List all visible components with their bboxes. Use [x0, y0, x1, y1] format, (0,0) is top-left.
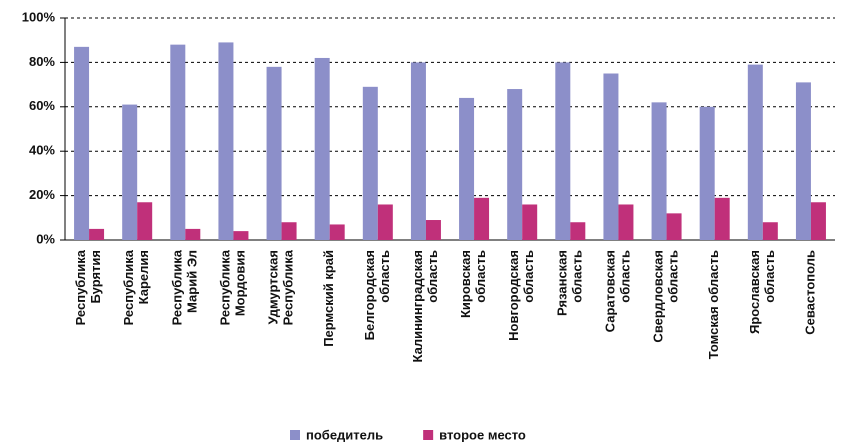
- legend-swatch: [290, 430, 300, 440]
- bar: [314, 57, 330, 241]
- legend-label: победитель: [306, 427, 383, 442]
- x-tick-label: Новгородская: [506, 250, 521, 341]
- x-tick-label: область: [762, 250, 777, 303]
- x-tick-label: Республика: [73, 249, 88, 325]
- x-tick-label: Рязанская: [554, 250, 569, 316]
- bar: [522, 204, 538, 240]
- bar: [474, 197, 490, 240]
- bar: [218, 42, 234, 240]
- bar: [618, 204, 634, 240]
- x-tick-label: Удмуртская: [266, 250, 281, 325]
- bar: [795, 82, 811, 240]
- y-tick-label: 0%: [36, 231, 55, 246]
- x-tick-label: Севастополь: [802, 250, 817, 335]
- x-tick-label: Белгородская: [362, 250, 377, 340]
- y-tick-label: 20%: [29, 187, 55, 202]
- x-tick-label: Республика: [169, 249, 184, 325]
- bar: [137, 202, 153, 240]
- bar: [233, 231, 249, 240]
- bar: [747, 64, 763, 241]
- x-tick-label: Свердловская: [651, 250, 666, 343]
- x-tick-label: Бурятия: [88, 250, 103, 304]
- bar: [459, 97, 475, 240]
- x-tick-label: Мордовия: [232, 250, 247, 316]
- y-tick-label: 100%: [22, 9, 56, 24]
- bar: [410, 62, 426, 241]
- bar: [666, 213, 682, 240]
- bar: [170, 44, 186, 240]
- x-tick-label: область: [666, 250, 681, 303]
- bar: [651, 102, 667, 240]
- x-tick-label: область: [617, 250, 632, 303]
- x-tick-label: область: [473, 250, 488, 303]
- bar: [507, 89, 523, 240]
- bar: [762, 222, 778, 240]
- x-tick-label: область: [425, 250, 440, 303]
- bar: [281, 222, 297, 240]
- x-tick-label: Карелия: [136, 250, 151, 304]
- bar: [377, 204, 393, 240]
- bar: [555, 62, 571, 241]
- x-tick-label: Республика: [121, 249, 136, 325]
- x-tick-label: Пермский край: [321, 250, 336, 347]
- x-tick-label: Кировская: [458, 250, 473, 318]
- bar: [122, 104, 138, 240]
- x-tick-label: Ярославская: [747, 250, 762, 334]
- x-tick-label: Республика: [281, 249, 296, 325]
- x-tick-label: область: [521, 250, 536, 303]
- bar: [425, 220, 441, 240]
- legend-label: второе место: [439, 427, 526, 442]
- y-tick-label: 80%: [29, 54, 55, 69]
- x-tick-label: область: [569, 250, 584, 303]
- x-tick-label: область: [377, 250, 392, 303]
- bar: [266, 66, 282, 240]
- bar: [185, 228, 201, 240]
- x-tick-label: Томская область: [706, 250, 721, 359]
- bar: [329, 224, 345, 240]
- bar: [89, 228, 105, 240]
- bar: [699, 106, 715, 240]
- bar: [714, 197, 730, 240]
- x-tick-label: Калининградская: [410, 250, 425, 363]
- y-tick-label: 60%: [29, 98, 55, 113]
- x-tick-label: Саратовская: [602, 250, 617, 332]
- bar: [603, 73, 619, 240]
- x-tick-label: Республика: [217, 249, 232, 325]
- y-tick-label: 40%: [29, 143, 55, 158]
- bar: [74, 46, 90, 240]
- legend-swatch: [423, 430, 434, 440]
- bar: [362, 86, 378, 240]
- x-tick-label: Марий Эл: [184, 250, 199, 313]
- bar: [570, 222, 586, 240]
- bar: [810, 202, 826, 240]
